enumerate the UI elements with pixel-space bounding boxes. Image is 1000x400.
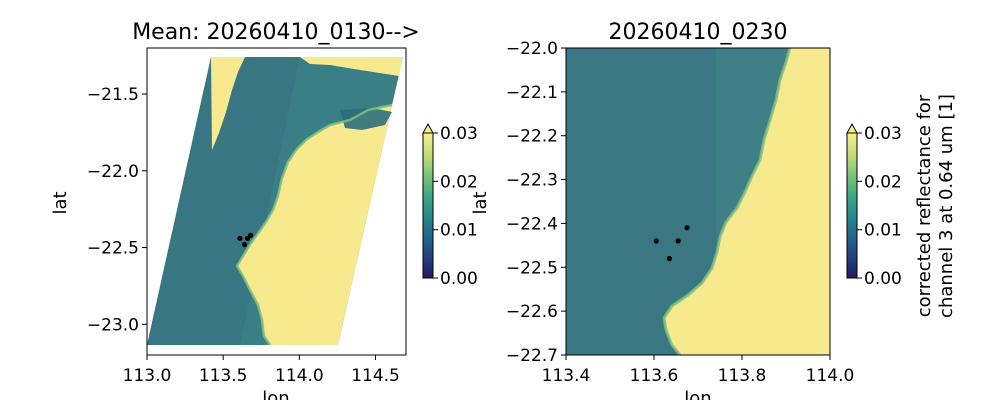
- right-y-tick-label: −22.5: [506, 258, 558, 278]
- right-sample-point: [653, 238, 659, 244]
- right-colorbar-extend-arrow: [846, 122, 858, 134]
- left-sample-point: [237, 235, 243, 241]
- left-colorbar-tick-label: 0.00: [440, 269, 478, 289]
- right-chart-title: 20260410_0230: [609, 20, 788, 45]
- right-y-tick-label: −22.3: [506, 171, 558, 191]
- right-x-tick-label: 113.6: [630, 366, 679, 386]
- right-y-tick-label: −22.7: [506, 346, 558, 366]
- left-sample-point: [248, 232, 254, 238]
- right-y-axis-label: lat: [470, 191, 491, 214]
- right-colorbar-tick-label: 0.01: [864, 221, 902, 241]
- left-x-tick-label: 114.5: [351, 366, 400, 386]
- right-y-tick-label: −22.2: [506, 127, 558, 147]
- right-colorbar-label: corrected reflectance forchannel 3 at 0.…: [914, 94, 957, 318]
- left-x-tick-label: 114.0: [275, 366, 324, 386]
- right-colorbar: 0.00 0.01 0.02 0.03 corrected reflectance f…: [846, 94, 957, 318]
- right-panel: 20260410_0230 113.4 113.6 113.8 114.0 −22.0…: [470, 20, 957, 400]
- right-colorbar-ticks: 0.00 0.01 0.02 0.03: [857, 124, 902, 289]
- left-map-area: [147, 48, 406, 355]
- right-coast-edge: [662, 48, 792, 355]
- left-colorbar-tick-label: 0.02: [440, 172, 478, 192]
- right-map-area: [566, 48, 830, 355]
- right-sample-point: [666, 255, 673, 262]
- left-x-axis-label: lon: [262, 388, 289, 400]
- left-coastal-plume: [340, 108, 392, 130]
- right-sample-point: [675, 238, 681, 244]
- left-y-ticks: −21.5 −22.0 −22.5 −23.0: [87, 85, 147, 335]
- right-y-tick-label: −22.6: [506, 302, 558, 322]
- left-y-axis-label: lat: [50, 191, 71, 214]
- right-y-tick-label: −22.0: [506, 39, 558, 59]
- left-colorbar-tick-label: 0.03: [440, 124, 478, 144]
- left-x-tick-label: 113.5: [199, 366, 248, 386]
- left-colorbar: 0.00 0.01 0.02 0.03: [422, 122, 478, 289]
- left-x-tick-label: 113.0: [123, 366, 172, 386]
- right-colorbar-tick-label: 0.02: [864, 172, 902, 192]
- left-plot-frame: [146, 47, 407, 356]
- left-x-ticks: 113.0 113.5 114.0 114.5: [123, 355, 400, 386]
- left-chart-title: Mean: 20260410_0130-->: [132, 20, 420, 45]
- right-colorbar-tick-label: 0.03: [864, 124, 902, 144]
- right-sample-point: [684, 225, 690, 231]
- left-y-tick-label: −22.5: [87, 239, 139, 259]
- right-plot-frame: [565, 47, 831, 356]
- left-colorbar-bar: [422, 132, 434, 279]
- right-x-tick-label: 114.0: [806, 366, 855, 386]
- left-y-tick-label: −22.0: [87, 162, 139, 182]
- right-y-ticks: −22.0 −22.1 −22.2 −22.3 −22.4 −22.5 −22.6 −22.7: [506, 39, 566, 366]
- right-y-tick-label: −22.4: [506, 214, 558, 234]
- left-swath-sea-shade: [147, 57, 300, 345]
- right-colorbar-tick-label: 0.00: [864, 269, 902, 289]
- left-sample-point: [241, 241, 248, 248]
- left-y-tick-label: −21.5: [87, 85, 139, 105]
- right-y-tick-label: −22.1: [506, 83, 558, 103]
- left-colorbar-tick-label: 0.01: [440, 221, 478, 241]
- right-colorbar-bar: [846, 132, 858, 279]
- right-sample-points: [653, 225, 690, 262]
- left-y-tick-label: −23.0: [87, 315, 139, 335]
- left-colorbar-ticks: 0.00 0.01 0.02 0.03: [433, 124, 478, 289]
- left-land-top: [300, 57, 403, 76]
- right-x-tick-label: 113.4: [542, 366, 591, 386]
- right-x-tick-label: 113.8: [718, 366, 767, 386]
- right-x-axis-label: lon: [684, 388, 711, 400]
- left-coast-edge: [235, 103, 393, 346]
- left-colorbar-extend-arrow: [422, 122, 434, 134]
- left-panel: Mean: 20260410_0130--> 113.0 113.5 114.0 11…: [50, 20, 478, 400]
- right-x-ticks: 113.4 113.6 113.8 114.0: [542, 355, 855, 386]
- left-sample-points: [237, 232, 254, 248]
